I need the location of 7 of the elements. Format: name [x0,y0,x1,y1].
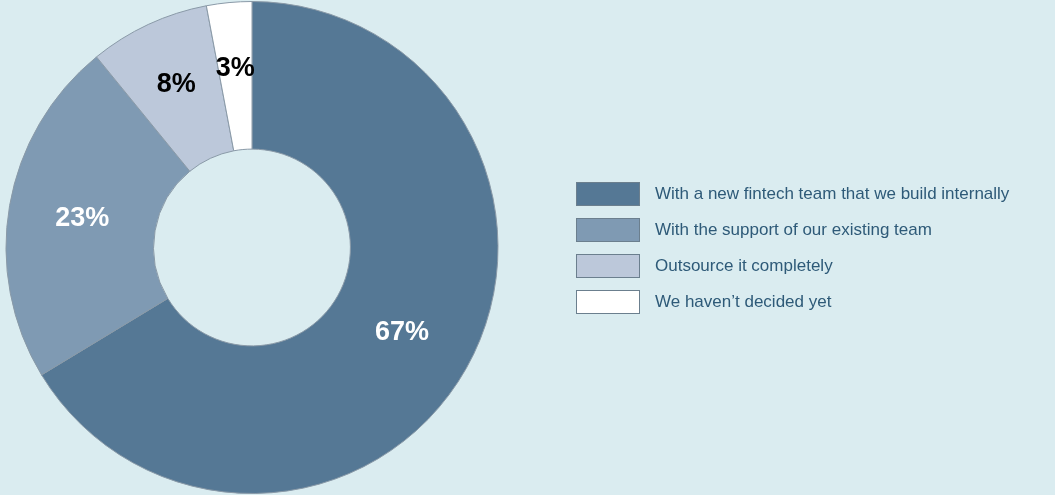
legend-label: With a new fintech team that we build internally [655,183,1010,204]
data-label: 23% [55,201,110,232]
data-label: 8% [156,68,196,99]
data-label: 67% [374,315,430,346]
legend-label: We haven’t decided yet [655,291,832,312]
legend-label: Outsource it completely [655,255,833,276]
legend-label: With the support of our existing team [655,219,932,240]
